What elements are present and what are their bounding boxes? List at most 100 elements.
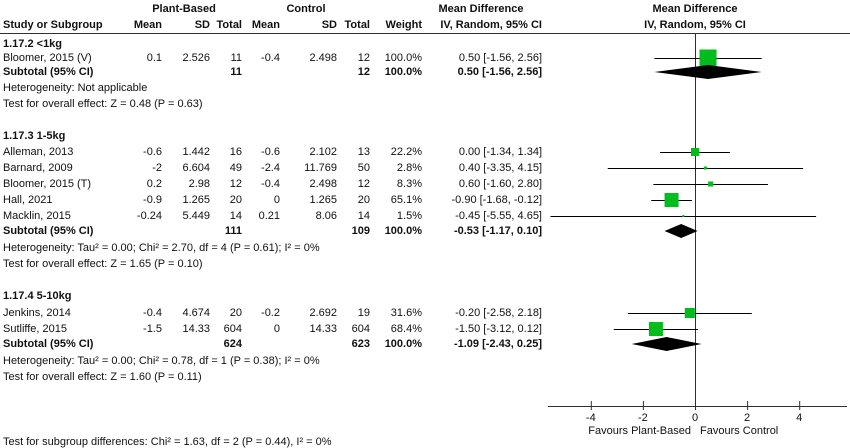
col-group-plant-based: Plant-Based (152, 3, 216, 15)
subgroup-title: 1.17.2 <1kg (3, 38, 63, 50)
col-group-control: Control (286, 3, 326, 15)
study-weight: 1.5% (396, 210, 422, 222)
study-ci-text: -1.50 [-3.12, 0.12] (455, 323, 542, 335)
heterogeneity-text: Heterogeneity: Tau² = 0.00; Chi² = 2.70,… (3, 242, 320, 254)
effect-square (703, 166, 707, 170)
study-mean-control: 0.21 (258, 210, 280, 222)
study-sd-plant: 1.442 (182, 146, 210, 158)
subtotal-label: Subtotal (95% CI) (3, 338, 94, 350)
study-total-control: 12 (357, 52, 370, 64)
study-mean-plant: -0.4 (143, 307, 162, 319)
study-mean-control: -0.4 (261, 178, 280, 190)
col-mean-difference-left: Mean Difference (438, 3, 524, 15)
col-total-control: Total (344, 19, 370, 31)
study-mean-plant: -0.24 (136, 210, 162, 222)
study-mean-plant: 0.1 (146, 52, 162, 64)
study-total-control: 13 (357, 146, 370, 158)
study-label: Bloomer, 2015 (T) (3, 178, 92, 190)
study-label: Barnard, 2009 (3, 162, 73, 174)
study-label: Sutliffe, 2015 (3, 323, 68, 335)
subtotal-weight: 100.0% (384, 225, 422, 237)
subtotal-ci-text: -1.09 [-2.43, 0.25] (453, 338, 542, 350)
study-mean-control: 0 (273, 323, 280, 335)
study-sd-control: 2.692 (309, 307, 337, 319)
study-sd-plant: 5.449 (182, 210, 210, 222)
col-sd-control: SD (321, 19, 337, 31)
overall-effect-text: Test for overall effect: Z = 1.65 (P = 0… (3, 258, 203, 270)
subtotal-weight: 100.0% (384, 66, 422, 78)
axis-tick-label: -2 (638, 412, 648, 424)
study-ci-text: -0.90 [-1.68, -0.12] (451, 194, 543, 206)
favours-right-label: Favours Control (700, 425, 779, 437)
study-weight: 31.6% (390, 307, 422, 319)
study-label: Macklin, 2015 (3, 210, 71, 222)
study-label: Hall, 2021 (3, 194, 53, 206)
study-mean-plant: 0.2 (146, 178, 162, 190)
study-total-plant: 11 (230, 52, 242, 64)
study-total-plant: 604 (223, 323, 242, 335)
subtotal-ci-text: -0.53 [-1.17, 0.10] (453, 225, 542, 237)
study-mean-plant: -1.5 (143, 323, 162, 335)
col-sd-plant: SD (194, 19, 210, 31)
study-mean-control: -0.4 (261, 52, 280, 64)
study-mean-plant: -0.9 (143, 194, 162, 206)
study-ci-text: -0.20 [-2.58, 2.18] (455, 307, 542, 319)
study-total-control: 604 (351, 323, 370, 335)
study-sd-control: 1.265 (309, 194, 337, 206)
study-mean-plant: -0.6 (143, 146, 162, 158)
study-sd-control: 11.769 (304, 162, 337, 174)
subtotal-total-plant: 11 (230, 66, 242, 78)
effect-square (708, 181, 714, 187)
subtotal-label: Subtotal (95% CI) (3, 225, 94, 237)
study-sd-plant: 2.526 (182, 52, 210, 64)
col-mean-plant: Mean (133, 19, 162, 31)
study-total-plant: 14 (229, 210, 242, 222)
col-mean-difference-right: Mean Difference (652, 3, 738, 15)
col-total-plant: Total (216, 19, 242, 31)
subtotal-diamond (664, 224, 698, 238)
study-total-control: 20 (357, 194, 370, 206)
study-mean-control: 0 (273, 194, 280, 206)
col-weight: Weight (385, 19, 422, 31)
study-mean-plant: -2 (152, 162, 162, 174)
study-sd-plant: 14.33 (182, 323, 210, 335)
study-weight: 22.2% (390, 146, 422, 158)
effect-square (684, 308, 695, 318)
study-total-control: 12 (357, 178, 370, 190)
subtotal-total-control: 623 (351, 338, 370, 350)
study-ci-text: 0.50 [-1.56, 2.56] (458, 52, 542, 64)
col-study-or-subgroup: Study or Subgroup (3, 19, 103, 31)
study-ci-text: 0.60 [-1.60, 2.80] (458, 178, 542, 190)
study-total-control: 50 (357, 162, 370, 174)
heterogeneity-text: Heterogeneity: Tau² = 0.00; Chi² = 0.78,… (3, 355, 320, 367)
study-sd-control: 8.06 (315, 210, 337, 222)
study-sd-control: 2.102 (309, 146, 337, 158)
subtotal-total-plant: 624 (223, 338, 242, 350)
study-total-plant: 16 (229, 146, 242, 158)
subtotal-diamond (631, 337, 702, 351)
study-total-control: 14 (357, 210, 370, 222)
study-sd-plant: 1.265 (182, 194, 210, 206)
study-label: Alleman, 2013 (3, 146, 74, 158)
axis-tick-label: 2 (744, 412, 751, 424)
study-weight: 100.0% (384, 52, 422, 64)
study-label: Jenkins, 2014 (3, 307, 71, 319)
study-total-plant: 20 (229, 307, 242, 319)
overall-effect-text: Test for overall effect: Z = 1.60 (P = 0… (3, 371, 202, 383)
col-mean-control: Mean (251, 19, 280, 31)
heterogeneity-text: Heterogeneity: Not applicable (3, 82, 148, 94)
study-mean-control: -0.6 (261, 146, 280, 158)
subgroup-differences-text: Test for subgroup differences: Chi² = 1.… (3, 436, 332, 448)
effect-square (682, 215, 685, 217)
study-ci-text: 0.00 [-1.34, 1.34] (458, 146, 542, 158)
study-ci-text: -0.45 [-5.55, 4.65] (455, 210, 542, 222)
axis-tick-label: -4 (585, 412, 596, 424)
study-total-plant: 20 (229, 194, 242, 206)
effect-square (691, 148, 699, 156)
subtotal-total-plant: 111 (224, 225, 242, 237)
effect-square (648, 322, 663, 336)
study-sd-plant: 4.674 (182, 307, 210, 319)
subtotal-ci-text: 0.50 [-1.56, 2.56] (457, 66, 542, 78)
col-ci-method-right: IV, Random, 95% CI (644, 19, 746, 31)
